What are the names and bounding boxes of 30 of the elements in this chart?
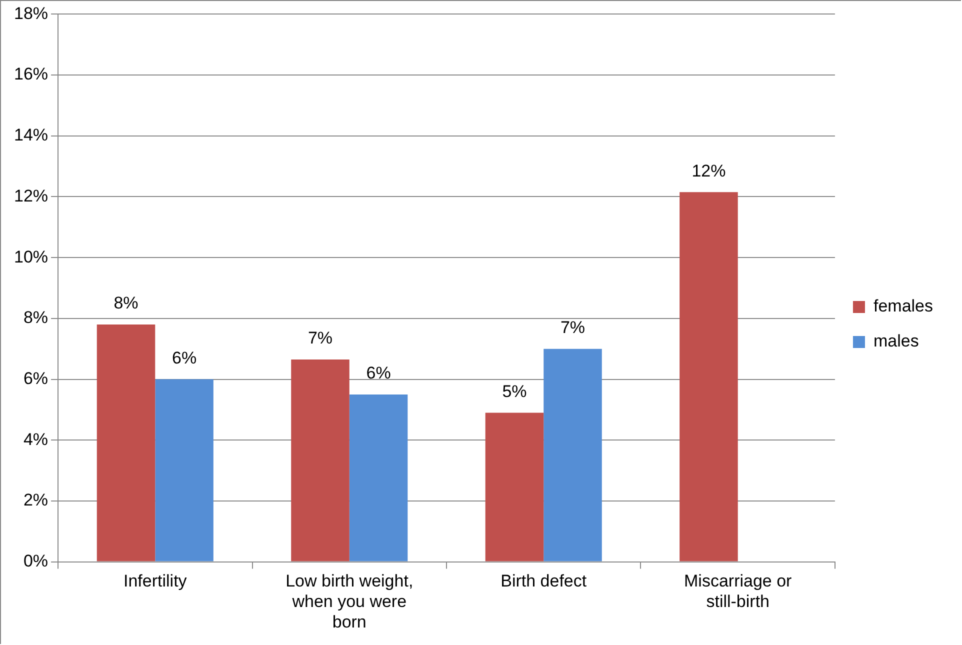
y-tick-label: 14% xyxy=(14,126,48,145)
y-tick-label: 10% xyxy=(14,247,48,266)
y-tick-label: 8% xyxy=(23,308,48,328)
bar xyxy=(544,348,602,562)
x-tick-label: Birth defect xyxy=(500,572,587,591)
legend-label: females xyxy=(873,296,934,316)
bar xyxy=(96,324,156,562)
y-tick-label: 12% xyxy=(14,186,48,206)
data-label: 6% xyxy=(172,348,197,368)
bar xyxy=(485,412,544,562)
bar xyxy=(680,192,738,562)
x-tick-label: Infertility xyxy=(123,572,188,591)
y-tick-label: 4% xyxy=(23,430,48,449)
y-tick-label: 6% xyxy=(23,368,48,388)
bar xyxy=(291,359,350,562)
data-label: 7% xyxy=(560,318,586,338)
data-label: 8% xyxy=(114,294,138,313)
data-label: 12% xyxy=(692,161,726,180)
legend-label: males xyxy=(873,332,919,351)
y-tick-label: 2% xyxy=(23,490,48,510)
data-label: 6% xyxy=(366,364,391,383)
y-tick-label: 0% xyxy=(23,551,48,570)
bar xyxy=(155,379,214,562)
x-tick-label: Miscarriage or still-birth xyxy=(684,572,792,612)
x-tick-label: Low birth weight, when you were born xyxy=(286,572,414,632)
y-tick-label: 18% xyxy=(14,4,48,23)
data-label: 5% xyxy=(502,382,527,401)
data-label: 7% xyxy=(308,328,333,348)
y-tick-label: 16% xyxy=(14,64,48,84)
bar xyxy=(349,394,408,562)
